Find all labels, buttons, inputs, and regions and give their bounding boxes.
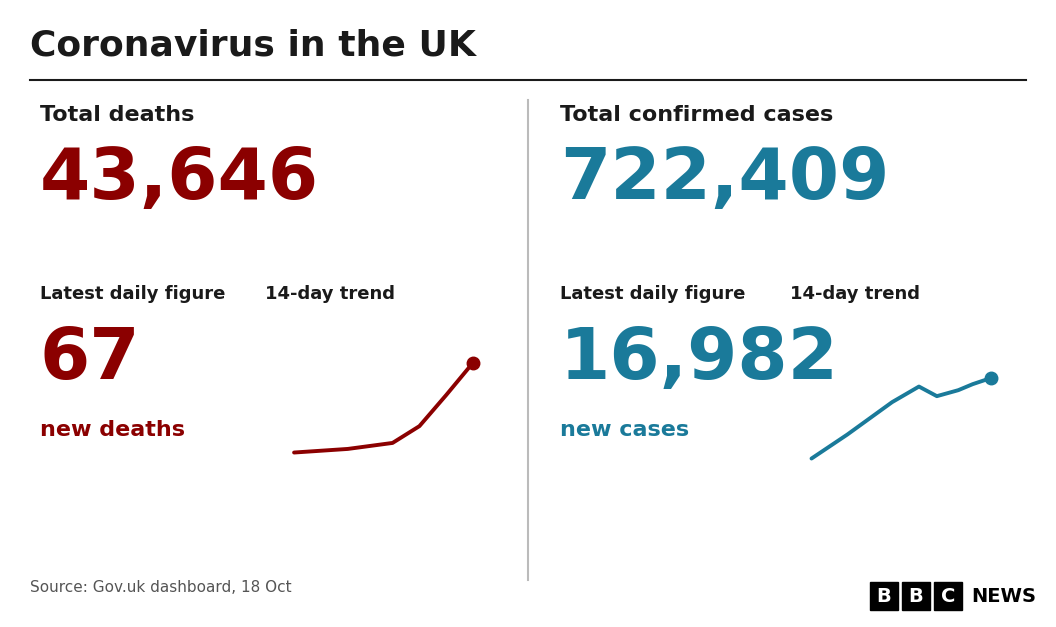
Text: B: B bbox=[908, 586, 923, 606]
Text: Source: Gov.uk dashboard, 18 Oct: Source: Gov.uk dashboard, 18 Oct bbox=[30, 580, 291, 595]
FancyBboxPatch shape bbox=[870, 582, 898, 610]
Text: 67: 67 bbox=[40, 325, 140, 394]
Text: B: B bbox=[876, 586, 891, 606]
Text: new deaths: new deaths bbox=[40, 420, 185, 440]
FancyBboxPatch shape bbox=[934, 582, 962, 610]
Text: NEWS: NEWS bbox=[972, 586, 1036, 606]
Text: 722,409: 722,409 bbox=[560, 145, 889, 214]
Text: 14-day trend: 14-day trend bbox=[790, 285, 920, 303]
Text: 16,982: 16,982 bbox=[560, 325, 838, 394]
Text: Coronavirus in the UK: Coronavirus in the UK bbox=[30, 28, 476, 62]
Text: Total confirmed cases: Total confirmed cases bbox=[560, 105, 833, 125]
FancyBboxPatch shape bbox=[902, 582, 930, 610]
Text: Latest daily figure: Latest daily figure bbox=[40, 285, 225, 303]
Text: new cases: new cases bbox=[560, 420, 690, 440]
Text: 43,646: 43,646 bbox=[40, 145, 319, 214]
Text: C: C bbox=[941, 586, 956, 606]
Text: 14-day trend: 14-day trend bbox=[265, 285, 395, 303]
Text: Latest daily figure: Latest daily figure bbox=[560, 285, 746, 303]
Text: Total deaths: Total deaths bbox=[40, 105, 194, 125]
